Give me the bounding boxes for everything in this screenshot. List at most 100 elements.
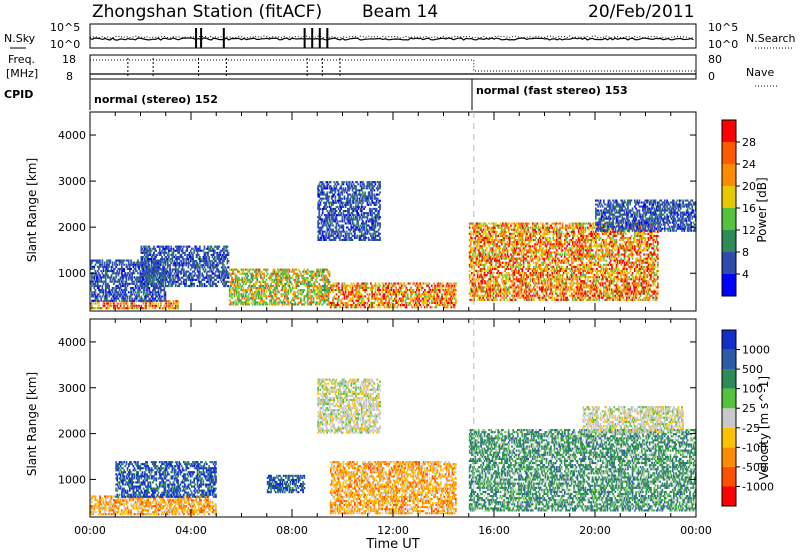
heatmap-cell [251,285,254,288]
heatmap-cell [432,286,434,289]
heatmap-cell [96,280,99,283]
heatmap-cell [244,289,247,292]
heatmap-cell [273,278,276,281]
heatmap-cell [318,185,321,188]
heatmap-cell [234,278,237,281]
heatmap-cell [295,280,298,283]
heatmap-cell [223,264,225,267]
heatmap-cell [474,280,477,283]
heatmap-cell [422,293,425,296]
heatmap-cell [234,285,237,288]
heatmap-cell [378,234,380,237]
heatmap-cell [489,294,492,297]
heatmap-cell [483,237,486,240]
heatmap-cell [488,290,490,293]
heatmap-cell [277,272,279,275]
heatmap-cell [329,284,332,287]
heatmap-cell [411,297,414,300]
heatmap-cell [339,195,341,198]
heatmap-cell [373,293,376,296]
heatmap-cell [430,301,433,304]
heatmap-cell [379,203,381,206]
heatmap-cell [453,282,456,285]
heatmap-cell [348,212,350,215]
heatmap-cell [143,297,146,300]
heatmap-cell [389,304,392,307]
heatmap-cell [484,228,487,231]
heatmap-cell [218,245,221,248]
heatmap-cell [357,214,360,217]
heatmap-cell [289,301,292,304]
heatmap-cell [135,297,138,300]
heatmap-cell [139,297,142,300]
heatmap-cell [348,193,350,196]
heatmap-cell [345,197,348,200]
heatmap-cell [275,282,278,285]
heatmap-cell [351,286,354,289]
heatmap-cell [187,274,190,277]
heatmap-cell [385,297,387,300]
heatmap-cell [165,278,168,281]
heatmap-cell [468,222,471,225]
heatmap-cell [412,299,415,302]
heatmap-cell [118,299,121,302]
heatmap-cell [126,297,129,300]
heatmap-cell [334,304,337,307]
heatmap-cell [483,239,486,242]
heatmap-cell [356,297,358,300]
heatmap-cell [474,294,477,297]
heatmap-cell [374,195,377,198]
heatmap-cell [327,214,330,217]
heatmap-cell [286,274,288,277]
heatmap-cell [129,299,131,302]
heatmap-cell [248,268,251,271]
heatmap-cell [321,212,324,215]
heatmap-cell [364,232,366,235]
heatmap-cell [131,272,133,275]
heatmap-cell [356,212,358,215]
heatmap-cell [479,284,481,287]
heatmap-cell [486,286,488,289]
heatmap-cell [214,256,216,259]
heatmap-cell [94,280,97,283]
heatmap-cell [348,214,350,217]
heatmap-cell [249,297,252,300]
heatmap-cell [445,291,448,294]
heatmap-cell [251,297,254,300]
heatmap-cell [172,264,175,267]
heatmap-cell [256,303,259,306]
heatmap-cell [269,274,271,277]
heatmap-cell [481,278,484,281]
heatmap-cell [163,276,166,279]
heatmap-cell [155,249,158,252]
heatmap-cell [362,299,364,302]
heatmap-cell [148,268,151,271]
heatmap-cell [378,286,380,289]
heatmap-cell [363,207,365,210]
heatmap-cell [324,201,326,204]
heatmap-cell [248,299,251,302]
heatmap-cell [271,291,273,294]
heatmap-cell [358,218,361,221]
heatmap-cell [365,199,368,202]
heatmap-cell [157,263,160,266]
heatmap-cell [201,266,203,269]
heatmap-cell [284,276,286,279]
heatmap-cell [232,301,234,304]
heatmap-cell [154,297,156,300]
heatmap-cell [480,269,482,272]
heatmap-cell [95,284,98,287]
heatmap-cell [130,291,132,294]
heatmap-cell [297,289,300,292]
heatmap-cell [320,270,323,273]
heatmap-cell [371,306,373,309]
heatmap-cell [403,295,405,298]
heatmap-cell [327,228,330,231]
heatmap-cell [209,282,212,285]
heatmap-cell [323,274,325,277]
heatmap-cell [173,302,176,305]
heatmap-cell [489,243,492,246]
heatmap-cell [355,236,357,239]
heatmap-cell [335,228,338,231]
heatmap-cell [343,284,346,287]
